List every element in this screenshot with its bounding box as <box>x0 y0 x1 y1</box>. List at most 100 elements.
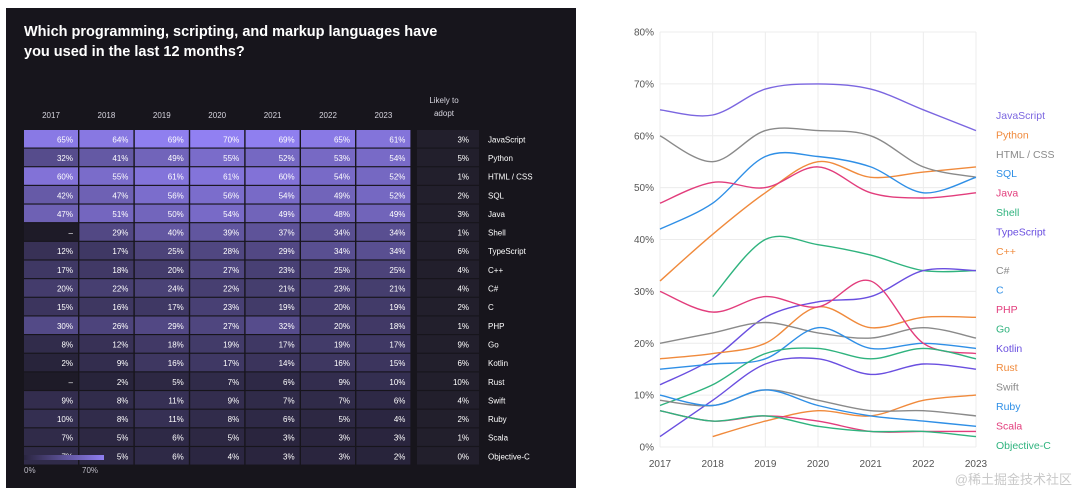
heatmap-cell-value: 18% <box>112 266 128 275</box>
heatmap-cell <box>134 353 189 372</box>
heatmap-cell-value: 23% <box>223 303 239 312</box>
page-title: Which programming, scripting, and markup… <box>24 24 438 60</box>
series-line-python <box>659 160 977 282</box>
heatmap-cell-value: 16% <box>168 359 184 368</box>
heatmap-cell <box>24 204 78 223</box>
heatmap-cell <box>356 335 411 353</box>
heatmap-cell <box>24 279 78 297</box>
heatmap-cell <box>245 428 300 446</box>
x-tick-label: 2021 <box>860 459 883 470</box>
heatmap-cell <box>190 130 245 148</box>
heatmap-cell <box>190 409 245 428</box>
heatmap-cell <box>24 335 78 353</box>
y-tick-label: 40% <box>634 235 654 246</box>
heatmap-cell-value: 52% <box>389 173 405 182</box>
heatmap-cell <box>24 241 78 260</box>
heatmap-cell <box>134 316 189 334</box>
heatmap-cell <box>24 130 78 148</box>
heatmap-cell-value: 5% <box>338 415 350 424</box>
heatmap-cell <box>24 353 78 372</box>
legend-label-sql: SQL <box>996 168 1017 180</box>
column-header-adopt: Likely to <box>429 96 459 105</box>
column-header-2019: 2019 <box>153 111 171 120</box>
heatmap-cell <box>134 428 189 446</box>
row-label-c: C# <box>488 285 499 294</box>
heatmap-cell <box>79 204 134 223</box>
heatmap-cell-value: 19% <box>279 303 295 312</box>
series-line-sql <box>659 151 977 230</box>
legend-label-go: Go <box>996 323 1010 335</box>
heatmap-cell <box>79 391 134 409</box>
heatmap-cell-value: 10% <box>389 378 405 387</box>
color-scale-bar <box>24 455 104 460</box>
heatmap-cell <box>190 185 245 204</box>
heatmap-cell <box>301 185 355 204</box>
heatmap-cell <box>356 260 411 279</box>
heatmap-cell-value: 25% <box>389 266 405 275</box>
heatmap-cell-value: 6% <box>283 415 295 424</box>
heatmap-cell-value: 6% <box>283 378 295 387</box>
adopt-cell-value: 4% <box>457 396 469 405</box>
adopt-cell-value: 2% <box>457 303 469 312</box>
heatmap-cell <box>301 353 355 372</box>
heatmap-cell-value: 37% <box>279 229 295 238</box>
heatmap-cell <box>245 372 300 390</box>
adopt-cell-value: 3% <box>457 135 469 144</box>
row-label-rust: Rust <box>488 378 505 387</box>
heatmap-cell <box>356 428 411 446</box>
heatmap-cell-value: 64% <box>112 135 128 144</box>
heatmap-cell <box>134 148 189 167</box>
series-line-objective-c <box>659 410 977 438</box>
heatmap-cell <box>190 167 245 185</box>
heatmap-cell-value: 8% <box>117 396 129 405</box>
heatmap-cell <box>356 148 411 167</box>
heatmap-chart: 2017 2018 2019 2020 2021 2022 2023 Likely to ado… <box>24 96 533 465</box>
heatmap-cell <box>301 130 355 148</box>
series-line-typescript <box>659 268 977 386</box>
heatmap-cell-value: 11% <box>168 415 183 424</box>
heatmap-cell-value: 17% <box>112 247 128 256</box>
heatmap-cell <box>24 148 78 167</box>
heatmap-cell <box>301 204 355 223</box>
adopt-cell <box>417 428 479 446</box>
heatmap-cell-value: 39% <box>223 229 239 238</box>
line-chart-panel: 0% 10% 20% 30% 40% 50% 60% 70% 80% 2017 2018 2019 20… <box>598 8 1080 494</box>
heatmap-cell <box>79 335 134 353</box>
heatmap-cell <box>79 353 134 372</box>
heatmap-cell-value: 9% <box>61 396 73 405</box>
heatmap-cell <box>245 167 300 185</box>
y-tick-label: 50% <box>634 183 654 194</box>
heatmap-cell <box>301 279 355 297</box>
heatmap-cell <box>301 316 355 334</box>
heatmap-cell <box>301 223 355 241</box>
adopt-cell <box>417 260 479 279</box>
heatmap-cell <box>356 353 411 372</box>
adopt-cell-value: 1% <box>457 229 469 238</box>
heatmap-cell-value: 61% <box>223 173 239 182</box>
heatmap-cell <box>190 335 245 353</box>
row-label-php: PHP <box>488 322 504 331</box>
heatmap-cell-value: 2% <box>394 452 406 461</box>
heatmap-cell <box>24 167 78 185</box>
heatmap-cell <box>134 297 189 316</box>
heatmap-cell-value: 2% <box>61 359 73 368</box>
heatmap-cell <box>245 130 300 148</box>
row-label-html-css: HTML / CSS <box>488 173 533 182</box>
heatmap-cell <box>301 391 355 409</box>
heatmap-cell <box>356 223 411 241</box>
row-label-c: C <box>488 303 494 312</box>
series-line-ruby <box>659 389 977 427</box>
heatmap-cell <box>134 260 189 279</box>
row-label-swift: Swift <box>488 396 506 405</box>
heatmap-cell-value: 15% <box>389 359 405 368</box>
series-line-javascript <box>659 83 977 132</box>
heatmap-cell-value: 60% <box>57 173 73 182</box>
x-tick-label: 2020 <box>807 459 830 470</box>
heatmap-cell-value: 5% <box>172 378 184 387</box>
legend-label-java: Java <box>996 188 1018 200</box>
heatmap-cell-value: 54% <box>279 191 295 200</box>
color-scale-min-label: 0% <box>24 466 36 475</box>
adopt-cell-value: 10% <box>453 378 469 387</box>
heatmap-cell-value: 69% <box>168 135 184 144</box>
heatmap-cell-value: 11% <box>168 396 183 405</box>
